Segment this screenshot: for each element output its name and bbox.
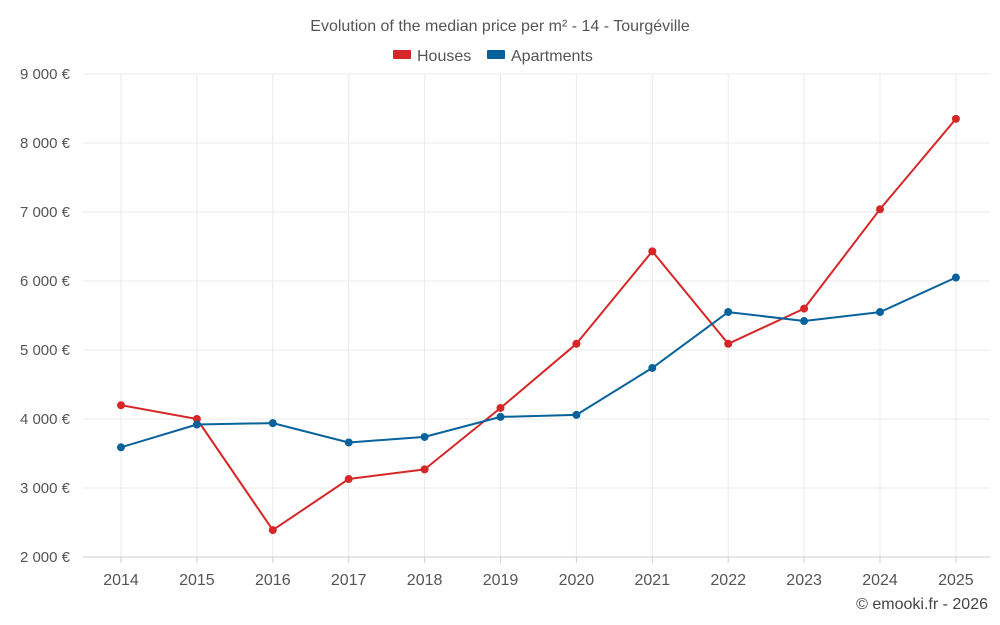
data-point-apartments-2021[interactable]: Apartments 2021: 4740 <box>648 363 657 372</box>
data-point-apartments-2022[interactable]: Apartments 2022: 5550 <box>724 308 733 317</box>
legend: Houses Apartments <box>393 48 593 65</box>
x-tick-label: 2024 <box>862 572 898 589</box>
x-tick-label: 2019 <box>483 572 519 589</box>
x-tick-label: 2016 <box>255 572 291 589</box>
x-tick-label: 2021 <box>635 572 671 589</box>
y-tick-label: 6 000 € <box>20 273 71 290</box>
y-tick-label: 2 000 € <box>20 549 71 566</box>
grid <box>83 73 990 558</box>
data-point-apartments-2014[interactable]: Apartments 2014: 3590 <box>117 443 125 452</box>
data-point-apartments-2024[interactable]: Apartments 2024: 5550 <box>876 308 884 317</box>
x-axis: 2014 2015 2016 2017 2018 2019 2020 2021 2022 2023… <box>83 556 990 589</box>
x-tick-label: 2018 <box>407 572 443 589</box>
x-tick-label: 2017 <box>331 572 367 589</box>
data-point-houses-2025[interactable]: Houses 2025: 8350 <box>951 114 960 123</box>
x-tick-label: 2014 <box>103 572 139 589</box>
data-point-apartments-2019[interactable]: Apartments 2019: 4030 <box>496 412 505 421</box>
data-point-houses-2024[interactable]: Houses 2024: 7040 <box>876 205 884 214</box>
data-point-houses-2019[interactable]: Houses 2019: 4160 <box>496 403 505 412</box>
data-point-apartments-2020[interactable]: Apartments 2020: 4060 <box>572 410 581 419</box>
data-point-houses-2018[interactable]: Houses 2018: 3270 <box>420 465 429 474</box>
data-point-houses-2023[interactable]: Houses 2023: 5600 <box>800 304 809 313</box>
data-point-houses-2014[interactable]: Houses 2014: 4200 <box>117 401 125 410</box>
data-point-apartments-2017[interactable]: Apartments 2017: 3660 <box>344 438 353 447</box>
x-tick-label: 2023 <box>786 572 822 589</box>
series-apartments: Apartments 2014: 3590 Apartments 2015: 39… <box>117 273 960 452</box>
y-tick-label: 5 000 € <box>20 342 71 359</box>
y-tick-label: 9 000 € <box>20 66 71 83</box>
y-axis: 2 000 € 3 000 € 4 000 € 5 000 € 6 000 € 7 000… <box>20 66 71 566</box>
data-point-apartments-2025[interactable]: Apartments 2025: 6050 <box>951 273 960 282</box>
series-line-apartments <box>120 276 957 449</box>
y-tick-label: 4 000 € <box>20 411 71 428</box>
x-tick-label: 2022 <box>710 572 746 589</box>
x-tick-label: 2015 <box>179 572 215 589</box>
data-point-houses-2017[interactable]: Houses 2017: 3130 <box>344 475 353 484</box>
legend-swatch-apartments <box>487 50 505 59</box>
x-tick-label: 2025 <box>938 572 974 589</box>
legend-label-apartments: Apartments <box>511 48 593 65</box>
y-tick-label: 7 000 € <box>20 204 71 221</box>
data-point-apartments-2018[interactable]: Apartments 2018: 3740 <box>420 432 429 441</box>
data-point-houses-2022[interactable]: Houses 2022: 5090 <box>724 339 733 348</box>
data-point-houses-2020[interactable]: Houses 2020: 5090 <box>572 339 581 348</box>
x-tick-label: 2020 <box>559 572 595 589</box>
legend-label-houses: Houses <box>417 48 471 65</box>
chart-title: Evolution of the median price per m² - 1… <box>310 18 690 35</box>
data-point-houses-2016[interactable]: Houses 2016: 2390 <box>268 526 277 535</box>
y-tick-label: 8 000 € <box>20 135 71 152</box>
y-tick-label: 3 000 € <box>20 480 71 497</box>
legend-item-apartments[interactable]: Apartments <box>487 48 593 65</box>
data-point-apartments-2023[interactable]: Apartments 2023: 5420 <box>800 317 809 326</box>
legend-item-houses[interactable]: Houses <box>393 48 471 65</box>
data-point-houses-2021[interactable]: Houses 2021: 6430 <box>648 247 657 256</box>
legend-swatch-houses <box>393 50 411 59</box>
series-line-houses <box>120 118 957 532</box>
data-point-apartments-2016[interactable]: Apartments 2016: 3940 <box>268 419 277 428</box>
credit-text: © emooki.fr - 2026 <box>856 596 988 613</box>
data-point-apartments-2015[interactable]: Apartments 2015: 3920 <box>192 420 201 429</box>
